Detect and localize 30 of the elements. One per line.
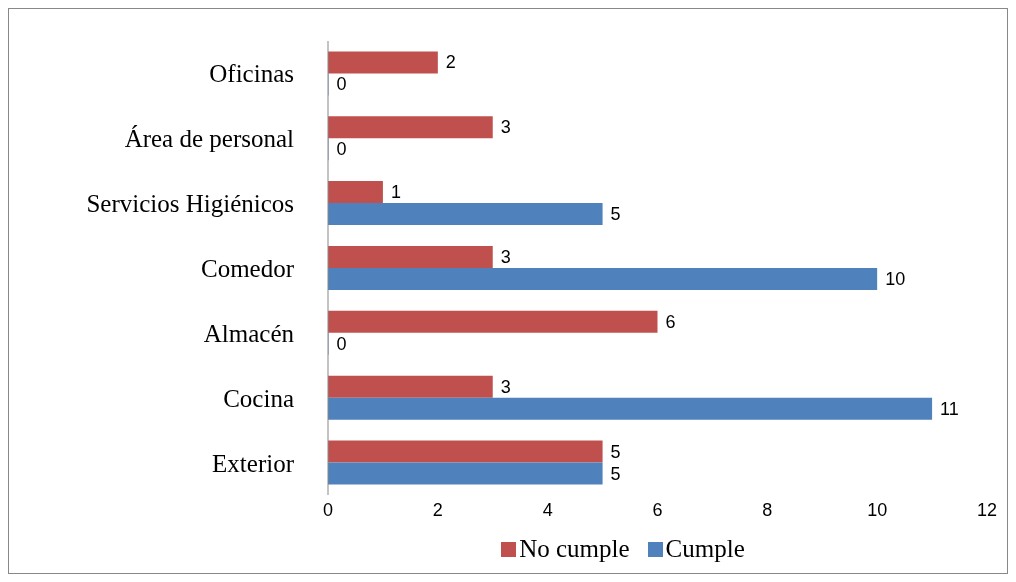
data-label: 3 [500,246,511,267]
data-label: 5 [610,463,621,484]
data-label: 6 [665,311,676,332]
y-tick-label: Servicios Higiénicos [86,190,294,218]
x-tick-label: 10 [867,499,888,520]
data-label: 5 [610,204,621,225]
data-label: 0 [336,139,347,160]
y-tick-label: Exterior [212,449,295,477]
y-tick-label: Área de personal [124,125,295,153]
y-tick-label: Comedor [200,255,295,282]
data-label: 0 [336,333,347,354]
y-tick-label: Cocina [223,384,294,412]
legend-label: Cumple [664,535,745,563]
x-tick-label: 6 [652,499,663,520]
x-tick-label: 0 [322,499,334,520]
x-tick-label: 4 [542,499,553,520]
x-tick-label: 12 [976,499,998,520]
data-label: 10 [885,268,906,289]
legend-label: No cumple [518,535,630,563]
y-tick-label: Almacén [203,319,295,347]
data-label: 5 [610,441,621,462]
x-tick-label: 8 [762,499,773,520]
y-tick-label: Oficinas [209,60,294,88]
data-label: 0 [336,74,347,95]
data-label: 2 [445,52,456,73]
x-tick-label: 2 [432,499,443,520]
data-label: 11 [940,398,959,419]
data-label: 3 [500,117,511,138]
data-label: 1 [390,182,401,203]
data-label: 3 [500,376,511,397]
